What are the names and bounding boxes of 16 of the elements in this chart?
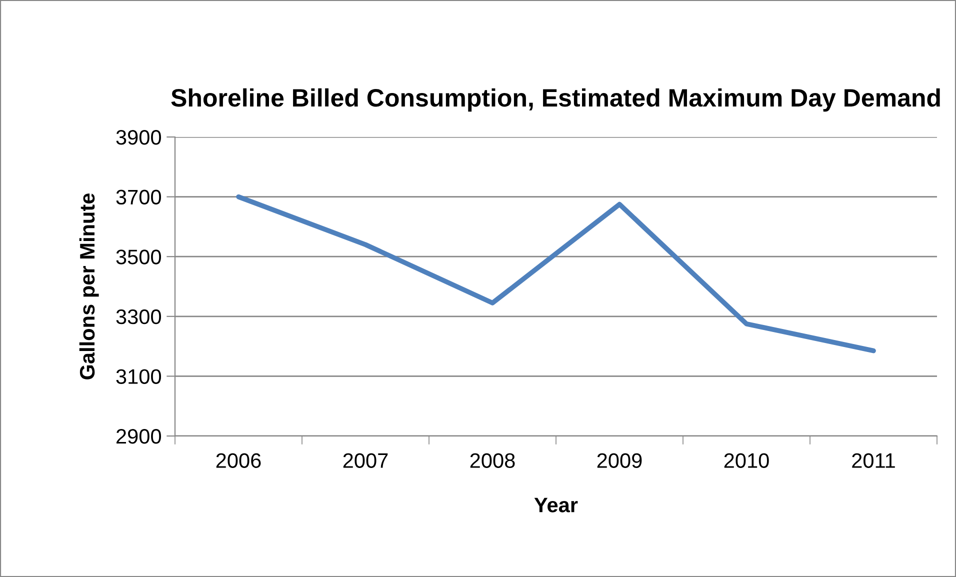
x-tick-label: 2008 <box>470 453 515 468</box>
y-tick-label: 3900 <box>116 130 161 145</box>
y-tick-label: 3300 <box>116 309 161 324</box>
x-tick-label: 2009 <box>597 453 642 468</box>
chart-title: Shoreline Billed Consumption, Estimated Maximum Day Demand <box>171 88 940 112</box>
x-tick-label: 2011 <box>852 453 895 468</box>
y-tick-label: 2900 <box>116 429 161 444</box>
y-tick-label: 3500 <box>116 250 161 264</box>
x-tick-label: 2007 <box>343 453 388 468</box>
y-tick-label: 3700 <box>116 190 161 205</box>
x-tick-label: 2010 <box>724 453 769 468</box>
x-tick-label: 2006 <box>216 453 261 468</box>
y-tick-label: 3100 <box>116 369 161 384</box>
x-axis-title: Year <box>534 498 578 512</box>
y-axis-title: Gallons per Minute <box>79 193 99 380</box>
line-series <box>236 194 876 354</box>
